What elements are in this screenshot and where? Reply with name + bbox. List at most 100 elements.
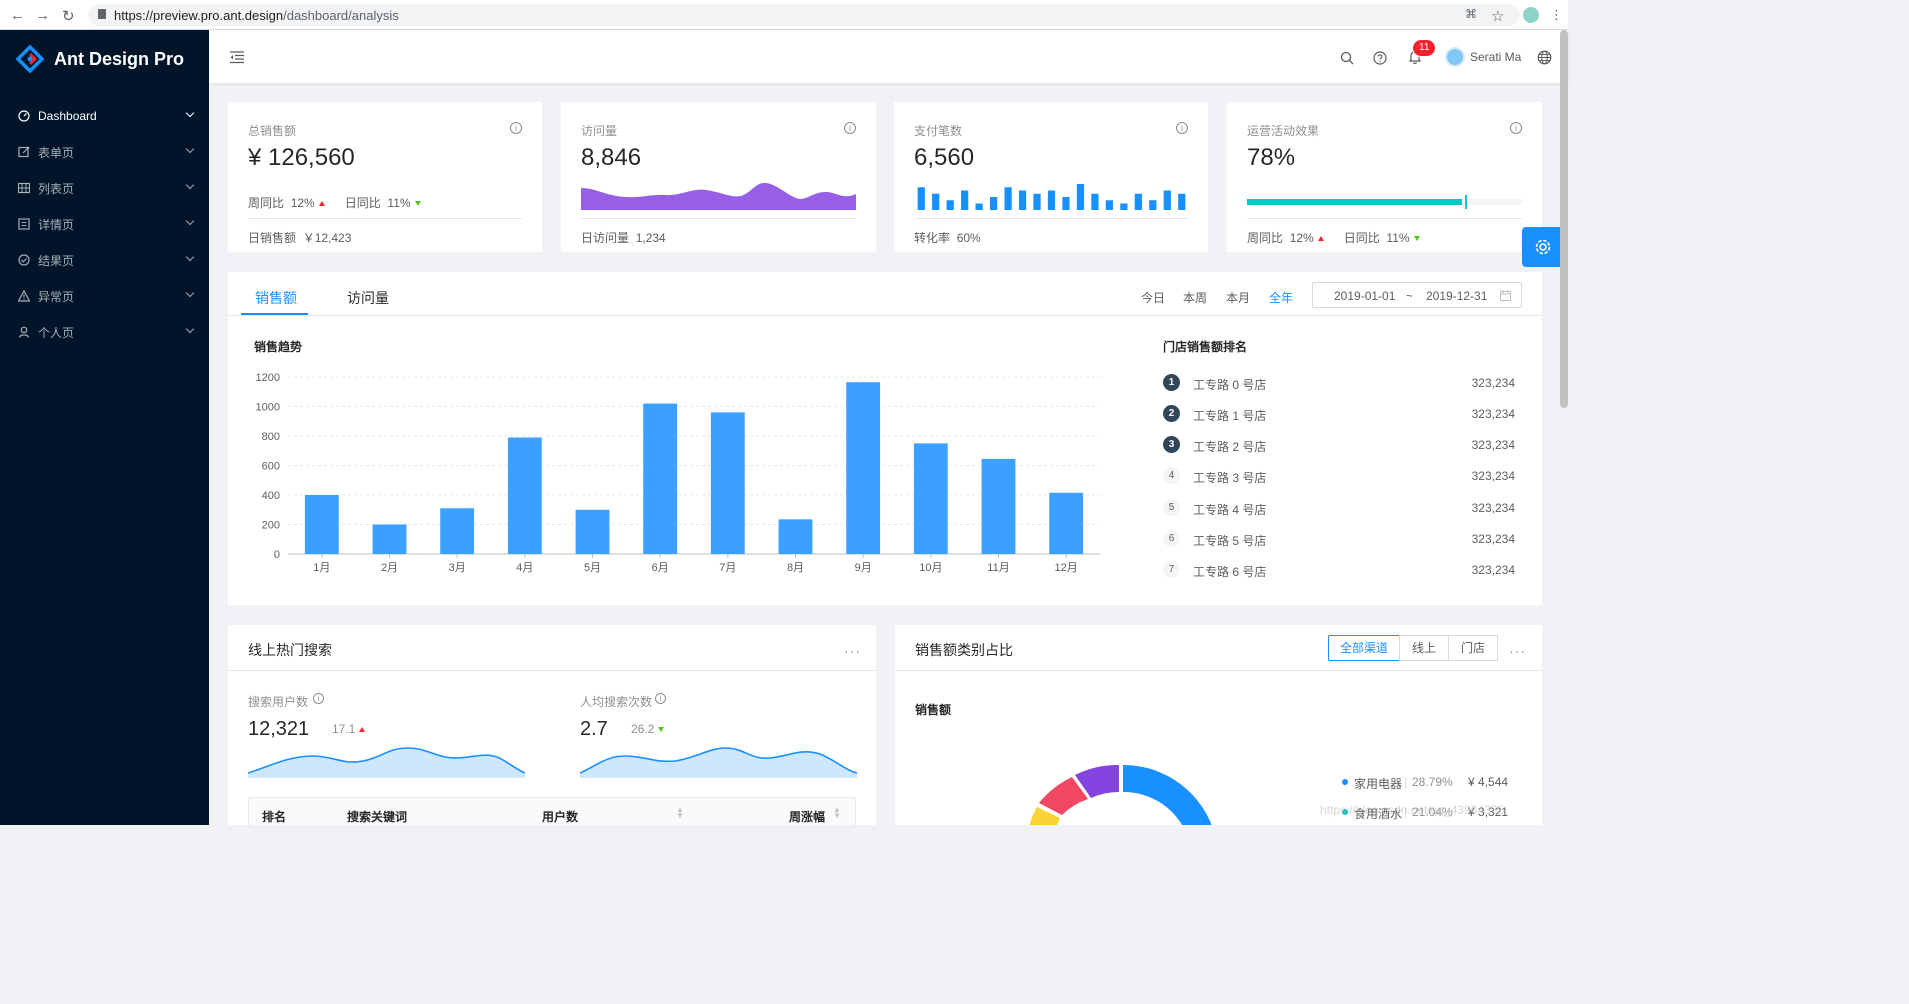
sales-bar-chart: 0 200 400 600 800 1000 1200 1月 2月 3月 4月 5月 6月 7月 8月 9月 1… <box>256 372 1100 574</box>
more-icon[interactable]: ··· <box>844 643 861 659</box>
mini-bar <box>975 203 983 210</box>
bar-7月[interactable] <box>710 412 745 554</box>
menu-fold-icon[interactable] <box>229 51 245 64</box>
store-name: 工专路 3 号店 <box>1193 471 1267 485</box>
channel-store[interactable]: 门店 <box>1448 635 1498 661</box>
metric-value: 12,321 <box>248 718 310 740</box>
mini-bar <box>1018 190 1027 210</box>
menu-item-account[interactable]: 个人页 <box>0 314 209 350</box>
mini-bar <box>917 187 925 210</box>
tab-sales[interactable]: 销售额 <box>255 290 297 306</box>
store-name: 工专路 6 号店 <box>1193 565 1267 579</box>
caret-up-icon <box>318 201 325 207</box>
bar-2月[interactable] <box>372 524 407 555</box>
search-icon[interactable] <box>1340 51 1354 65</box>
avatar[interactable] <box>1445 47 1465 67</box>
rank-number: 7 <box>1163 561 1180 578</box>
address-bar[interactable]: https://preview.pro.ant.design/dashboard… <box>88 4 1520 26</box>
date-end[interactable]: 2019-12-31 <box>1426 289 1488 303</box>
x-tick-label: 6月 <box>652 562 669 574</box>
bar-4月[interactable] <box>507 437 542 554</box>
stat-title: 运营活动效果 <box>1247 124 1320 138</box>
username[interactable]: Serati Ma <box>1470 50 1522 64</box>
mini-bar <box>932 193 940 210</box>
profile-avatar-icon[interactable] <box>1523 7 1539 23</box>
info-circle-icon[interactable]: i <box>655 693 666 704</box>
mini-bar <box>1033 193 1041 210</box>
donut-segment <box>1039 777 1088 815</box>
page-scrollbar[interactable] <box>1560 30 1568 408</box>
back-icon[interactable]: ← <box>10 7 25 24</box>
bar-6月[interactable] <box>643 403 678 554</box>
chrome-menu-icon[interactable]: ⋮ <box>1550 7 1563 22</box>
info-circle-icon[interactable]: i <box>1176 122 1188 134</box>
menu-item-form[interactable]: 表单页 <box>0 134 209 170</box>
col-weekly-change[interactable]: 周涨幅 <box>789 810 826 824</box>
range-month[interactable]: 本月 <box>1226 291 1251 305</box>
profile-icon <box>18 218 30 230</box>
warning-icon <box>18 290 30 302</box>
rank-number: 6 <box>1163 530 1180 547</box>
chevron-down-icon <box>185 144 195 154</box>
range-today[interactable]: 今日 <box>1141 291 1166 305</box>
reload-icon[interactable]: ↻ <box>62 8 75 25</box>
search-users-area-chart <box>248 747 525 778</box>
menu-item-dashboard[interactable]: Dashboard <box>0 98 209 134</box>
menu-item-list[interactable]: 列表页 <box>0 170 209 206</box>
range-week[interactable]: 本周 <box>1183 291 1208 305</box>
footer-value: 60% <box>956 231 981 245</box>
legend-item[interactable]: 食用酒水 | 21.04% ¥ 3,321 <box>1342 805 1532 821</box>
store-sales: 323,234 <box>1471 469 1515 483</box>
store-name: 工专路 0 号店 <box>1193 378 1267 392</box>
legend-item[interactable]: 家用电器 | 28.79% ¥ 4,544 <box>1342 775 1532 791</box>
bar-5月[interactable] <box>575 509 610 554</box>
legend-value: ¥ 4,544 <box>1468 775 1509 789</box>
info-circle-icon[interactable]: i <box>313 693 324 704</box>
range-year[interactable]: 全年 <box>1269 291 1294 305</box>
channel-all[interactable]: 全部渠道 <box>1328 635 1400 661</box>
global-icon[interactable] <box>1537 50 1552 65</box>
store-sales: 323,234 <box>1471 501 1515 515</box>
tab-divider <box>228 315 1542 316</box>
channel-online[interactable]: 线上 <box>1399 635 1449 661</box>
date-start[interactable]: 2019-01-01 <box>1334 289 1396 303</box>
bar-8月[interactable] <box>778 519 813 554</box>
forward-icon[interactable]: → <box>35 7 50 24</box>
bar-1月[interactable] <box>304 495 339 554</box>
card-title: 线上热门搜索 <box>248 642 332 658</box>
info-circle-icon[interactable]: i <box>1510 122 1522 134</box>
info-circle-icon[interactable]: i <box>844 122 856 134</box>
more-icon[interactable]: ··· <box>1509 643 1526 659</box>
trend-label: 周同比 <box>1247 231 1284 245</box>
y-tick-label: 0 <box>274 549 280 561</box>
tab-visits[interactable]: 访问量 <box>347 290 389 306</box>
translate-icon[interactable]: ⌘ <box>1465 7 1477 21</box>
bar-9月[interactable] <box>846 382 881 554</box>
question-circle-icon[interactable] <box>1373 51 1387 65</box>
footer-label: 日销售额 <box>248 231 297 245</box>
legend-percent: 28.79% <box>1412 775 1453 789</box>
bar-11月[interactable] <box>981 458 1016 554</box>
sort-icon[interactable]: ▲ ▼ <box>676 805 684 820</box>
donut-segment <box>1029 807 1060 825</box>
bar-3月[interactable] <box>440 508 475 554</box>
col-users[interactable]: 用户数 <box>542 810 579 824</box>
bar-12月[interactable] <box>1049 492 1084 554</box>
footer-label: 日访问量 <box>581 231 630 245</box>
stat-footer: 周同比 12% 日同比 11% <box>1247 218 1522 246</box>
store-sales: 323,234 <box>1471 532 1515 546</box>
bookmark-star-icon[interactable]: ☆ <box>1491 8 1505 25</box>
menu-item-profile[interactable]: 详情页 <box>0 206 209 242</box>
menu-item-exception[interactable]: 异常页 <box>0 278 209 314</box>
legend-dot <box>1342 779 1348 785</box>
date-range-picker[interactable]: 2019-01-01 ~ 2019-12-31 <box>1312 282 1522 308</box>
sort-icon[interactable]: ▲ ▼ <box>833 805 841 820</box>
info-circle-icon[interactable]: i <box>510 122 522 134</box>
stat-card-operations: 运营活动效果 i 78% 周同比 12% 日同比 11% <box>1227 102 1542 252</box>
mini-bar <box>1134 193 1142 210</box>
x-tick-label: 12月 <box>1055 562 1078 574</box>
logo[interactable]: Ant Design Pro <box>16 44 184 74</box>
store-name: 工专路 5 号店 <box>1193 534 1267 548</box>
bar-10月[interactable] <box>913 443 948 554</box>
menu-item-result[interactable]: 结果页 <box>0 242 209 278</box>
